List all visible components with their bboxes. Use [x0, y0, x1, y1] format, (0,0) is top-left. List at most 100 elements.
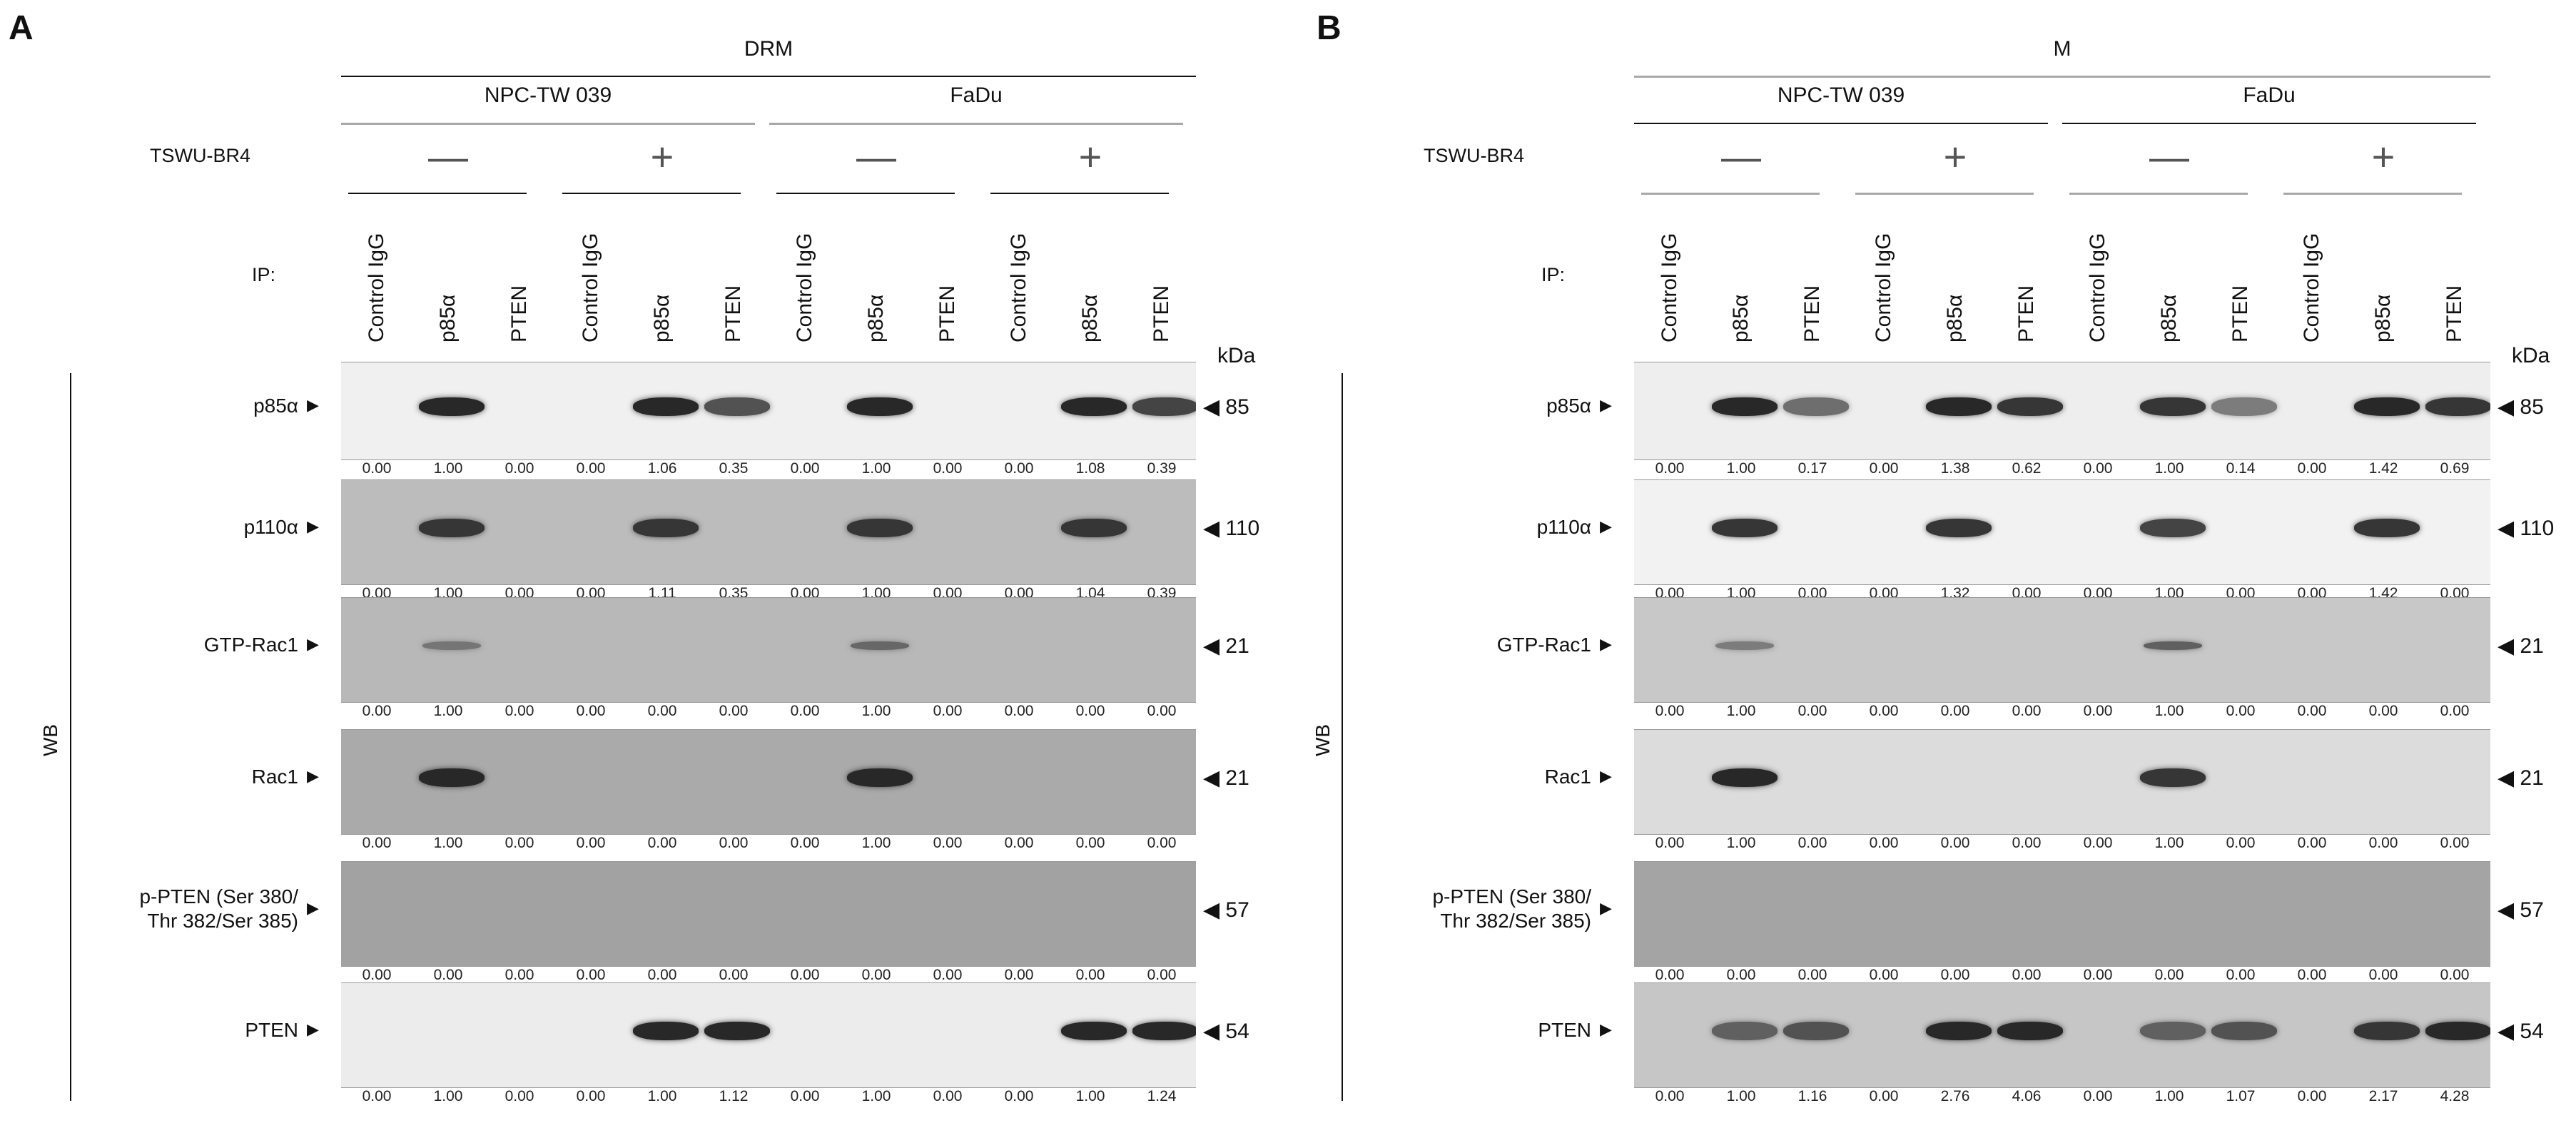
mw-value: 21 [2520, 766, 2544, 790]
quant-value: 0.00 [2083, 1088, 2113, 1104]
row-arrow-icon: ▶ [307, 635, 319, 653]
protein-band [2354, 1022, 2420, 1040]
quant-value: 0.00 [362, 1088, 392, 1104]
cell-line-label: NPC-TW 039 [484, 83, 612, 107]
protein-band [1783, 1022, 1849, 1040]
row-label: p85α [253, 395, 298, 417]
quant-value: 0.00 [2297, 460, 2327, 477]
blot-strip [341, 729, 1196, 835]
protein-band [1061, 519, 1127, 537]
lane-header: p85α [1943, 294, 1967, 342]
mw-value: 57 [2520, 898, 2544, 922]
quant-value: 0.00 [576, 967, 606, 983]
quant-value: 0.00 [433, 967, 463, 983]
wb-bracket [70, 373, 71, 1101]
cell-line-label: FaDu [2243, 83, 2296, 107]
quant-value: 0.00 [647, 967, 677, 983]
protein-band [1712, 397, 1778, 416]
quant-value: 1.08 [1075, 460, 1105, 477]
protein-band [1715, 641, 1775, 650]
quant-value: 0.00 [790, 835, 820, 851]
quant-value: 1.00 [2154, 835, 2184, 851]
blot-strip [1634, 597, 2490, 703]
protein-band [2140, 519, 2206, 537]
row-arrow-icon: ▶ [307, 1020, 319, 1038]
quant-value: 1.00 [861, 703, 891, 719]
mw-marker: ◀ 85 [1203, 395, 1249, 419]
quant-value: 0.00 [1655, 967, 1685, 983]
quant-value: 0.00 [2012, 703, 2042, 719]
protein-band [1997, 397, 2063, 416]
quant-value: 1.00 [647, 1088, 677, 1104]
quant-value: 0.00 [1726, 967, 1756, 983]
mw-marker: ◀ 54 [2498, 1020, 2544, 1043]
lane-header: Control IgG [2086, 233, 2109, 342]
row-arrow-icon: ▶ [307, 899, 319, 917]
mw-value: 110 [2520, 517, 2555, 540]
quant-value: 1.42 [2368, 460, 2398, 477]
lane-header: PTEN [507, 285, 531, 342]
mw-marker: ◀ 57 [1203, 898, 1249, 922]
mw-marker: ◀ 110 [2498, 517, 2555, 540]
quant-value: 0.00 [1075, 703, 1105, 719]
mw-marker: ◀ 21 [2498, 634, 2544, 658]
quant-value: 1.06 [647, 460, 677, 477]
lane-header: PTEN [2228, 285, 2252, 342]
quant-value: 0.00 [2226, 703, 2256, 719]
quant-value: 0.00 [647, 703, 677, 719]
row-label: p110α [243, 516, 298, 538]
quant-value: 0.00 [2083, 835, 2113, 851]
lane-header: Control IgG [2300, 233, 2323, 342]
protein-band [2425, 1022, 2490, 1040]
fraction-underline [341, 76, 1196, 77]
quant-value: 1.12 [719, 1088, 749, 1104]
quant-value: 0.00 [362, 835, 392, 851]
protein-band [847, 519, 913, 537]
protein-band [419, 768, 485, 787]
protein-band [1061, 397, 1127, 416]
lane-header: p85α [2371, 294, 2395, 342]
lane-header: Control IgG [1007, 233, 1030, 342]
quant-value: 0.00 [2297, 967, 2327, 983]
kda-label: kDa [2512, 344, 2550, 367]
blot-strip [341, 597, 1196, 703]
quant-value: 0.00 [2297, 835, 2327, 851]
quant-value: 0.00 [933, 967, 963, 983]
lane-header: PTEN [935, 285, 959, 342]
quant-value: 0.00 [1004, 1088, 1034, 1104]
row-label: Rac1 [251, 766, 298, 788]
quant-value: 0.00 [362, 967, 392, 983]
row-arrow-icon: ▶ [1600, 635, 1612, 653]
quant-value: 0.00 [2012, 835, 2042, 851]
row-arrow-icon: ▶ [1600, 396, 1612, 414]
quant-value: 0.00 [1147, 703, 1177, 719]
quant-value: 0.00 [2368, 835, 2398, 851]
quant-value: 0.00 [1797, 703, 1827, 719]
quant-value: 0.39 [1147, 460, 1177, 477]
protein-band [633, 519, 699, 537]
ip-label: IP: [252, 264, 276, 285]
protein-band [1712, 768, 1778, 787]
quant-value: 0.00 [790, 967, 820, 983]
protein-band [1712, 1022, 1778, 1040]
protein-band [422, 641, 482, 650]
quant-value: 0.00 [1797, 835, 1827, 851]
quant-value: 1.00 [433, 835, 463, 851]
protein-band [1926, 1022, 1992, 1040]
lane-header: p85α [2157, 294, 2181, 342]
lane-header: PTEN [2014, 285, 2038, 342]
treatment-sign: — [1721, 134, 1761, 179]
protein-band [2211, 1022, 2277, 1040]
quant-value: 0.00 [933, 1088, 963, 1104]
quant-value: 1.00 [1726, 835, 1756, 851]
quant-value: 0.00 [2154, 967, 2184, 983]
quant-value: 0.00 [790, 460, 820, 477]
quant-value: 0.00 [1869, 460, 1899, 477]
quant-value: 0.00 [790, 703, 820, 719]
lane-header: p85α [650, 294, 674, 342]
quant-value: 0.00 [576, 460, 606, 477]
lane-header: PTEN [1800, 285, 1824, 342]
quant-value: 0.00 [1869, 703, 1899, 719]
quant-value: 0.00 [2226, 835, 2256, 851]
quant-value: 0.00 [504, 835, 534, 851]
